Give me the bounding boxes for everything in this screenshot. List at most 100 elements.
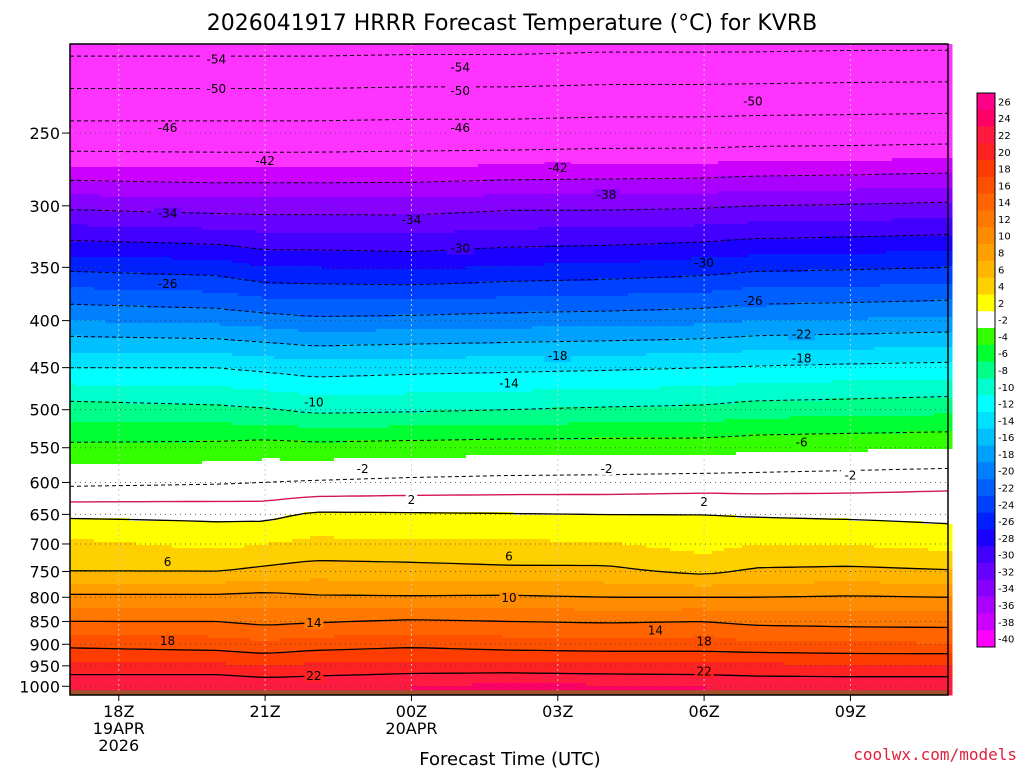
temperature-cell bbox=[814, 101, 821, 105]
temperature-cell bbox=[538, 74, 545, 78]
temperature-cell bbox=[130, 83, 137, 87]
temperature-cell bbox=[844, 122, 851, 126]
temperature-cell bbox=[538, 119, 545, 123]
temperature-cell bbox=[676, 101, 683, 105]
temperature-cell bbox=[826, 95, 833, 99]
temperature-cell bbox=[436, 125, 443, 129]
temperature-cell bbox=[322, 59, 329, 63]
temperature-cell bbox=[574, 110, 581, 114]
temperature-cell bbox=[460, 116, 467, 120]
temperature-cell bbox=[184, 77, 191, 81]
temperature-cell bbox=[340, 50, 347, 54]
temperature-cell bbox=[124, 68, 131, 72]
temperature-cell bbox=[196, 47, 203, 51]
temperature-cell bbox=[916, 89, 923, 93]
temperature-cell bbox=[232, 116, 239, 120]
temperature-cell bbox=[76, 83, 83, 87]
temperature-cell bbox=[508, 47, 515, 51]
temperature-cell bbox=[868, 47, 875, 51]
temperature-cell bbox=[208, 131, 215, 135]
temperature-cell bbox=[736, 104, 743, 108]
temperature-cell bbox=[106, 128, 113, 132]
temperature-cell bbox=[490, 134, 497, 138]
temperature-cell bbox=[412, 95, 419, 99]
temperature-cell bbox=[352, 101, 359, 105]
temperature-cell bbox=[436, 104, 443, 108]
temperature-cell bbox=[826, 131, 833, 135]
temperature-cell bbox=[538, 53, 545, 57]
temperature-cell bbox=[436, 86, 443, 90]
temperature-cell bbox=[520, 44, 527, 48]
temperature-cell bbox=[442, 125, 449, 129]
temperature-cell bbox=[616, 80, 623, 84]
temperature-cell bbox=[394, 83, 401, 87]
temperature-cell bbox=[934, 122, 941, 126]
temperature-cell bbox=[826, 71, 833, 75]
temperature-cell bbox=[412, 125, 419, 129]
temperature-cell bbox=[826, 140, 833, 144]
temperature-cell bbox=[220, 104, 227, 108]
temperature-cell bbox=[634, 89, 641, 93]
temperature-cell bbox=[886, 116, 893, 120]
temperature-cell bbox=[562, 89, 569, 93]
temperature-cell bbox=[796, 56, 803, 60]
temperature-cell bbox=[850, 122, 857, 126]
temperature-cell bbox=[874, 74, 881, 78]
temperature-cell bbox=[940, 95, 947, 99]
temperature-cell bbox=[232, 65, 239, 69]
temperature-cell bbox=[700, 110, 707, 114]
temperature-cell bbox=[502, 59, 509, 63]
temperature-cell bbox=[658, 143, 665, 147]
temperature-cell bbox=[478, 50, 485, 54]
temperature-cell bbox=[610, 59, 617, 63]
temperature-cell bbox=[352, 47, 359, 51]
temperature-cell bbox=[640, 83, 647, 87]
temperature-cell bbox=[826, 92, 833, 96]
temperature-cell bbox=[820, 104, 827, 108]
temperature-cell bbox=[880, 116, 887, 120]
temperature-cell bbox=[184, 71, 191, 75]
temperature-cell bbox=[136, 125, 143, 129]
temperature-cell bbox=[526, 113, 533, 117]
temperature-cell bbox=[196, 65, 203, 69]
temperature-cell bbox=[424, 47, 431, 51]
temperature-cell bbox=[388, 74, 395, 78]
temperature-cell bbox=[316, 74, 323, 78]
temperature-cell bbox=[172, 143, 179, 147]
temperature-cell bbox=[658, 125, 665, 129]
temperature-cell bbox=[460, 101, 467, 105]
temperature-cell bbox=[670, 89, 677, 93]
temperature-cell bbox=[820, 92, 827, 96]
plot-area: -54-54-50 -50-50-46 -46-42-42-38-34 -34-30-… bbox=[69, 43, 953, 696]
temperature-cell bbox=[832, 137, 839, 141]
temperature-cell bbox=[82, 128, 89, 132]
temperature-cell bbox=[454, 119, 461, 123]
temperature-cell bbox=[88, 125, 95, 129]
temperature-cell bbox=[604, 125, 611, 129]
temperature-cell bbox=[646, 44, 653, 48]
temperature-cell bbox=[940, 44, 947, 48]
temperature-cell bbox=[436, 113, 443, 117]
temperature-cell bbox=[778, 92, 785, 96]
temperature-cell bbox=[328, 59, 335, 63]
temperature-cell bbox=[670, 62, 677, 66]
temperature-cell bbox=[112, 134, 119, 138]
temperature-cell bbox=[664, 65, 671, 69]
temperature-cell bbox=[520, 65, 527, 69]
temperature-cell bbox=[856, 92, 863, 96]
temperature-cell bbox=[694, 101, 701, 105]
temperature-cell bbox=[610, 98, 617, 102]
temperature-cell bbox=[820, 68, 827, 72]
temperature-cell bbox=[148, 53, 155, 57]
temperature-cell bbox=[796, 83, 803, 87]
temperature-cell bbox=[784, 80, 791, 84]
temperature-cell bbox=[562, 62, 569, 66]
temperature-cell bbox=[682, 50, 689, 54]
temperature-cell bbox=[874, 134, 881, 138]
temperature-cell bbox=[874, 128, 881, 132]
temperature-cell bbox=[70, 92, 77, 96]
temperature-cell bbox=[568, 74, 575, 78]
temperature-cell bbox=[790, 68, 797, 72]
temperature-cell bbox=[538, 89, 545, 93]
temperature-cell bbox=[604, 65, 611, 69]
